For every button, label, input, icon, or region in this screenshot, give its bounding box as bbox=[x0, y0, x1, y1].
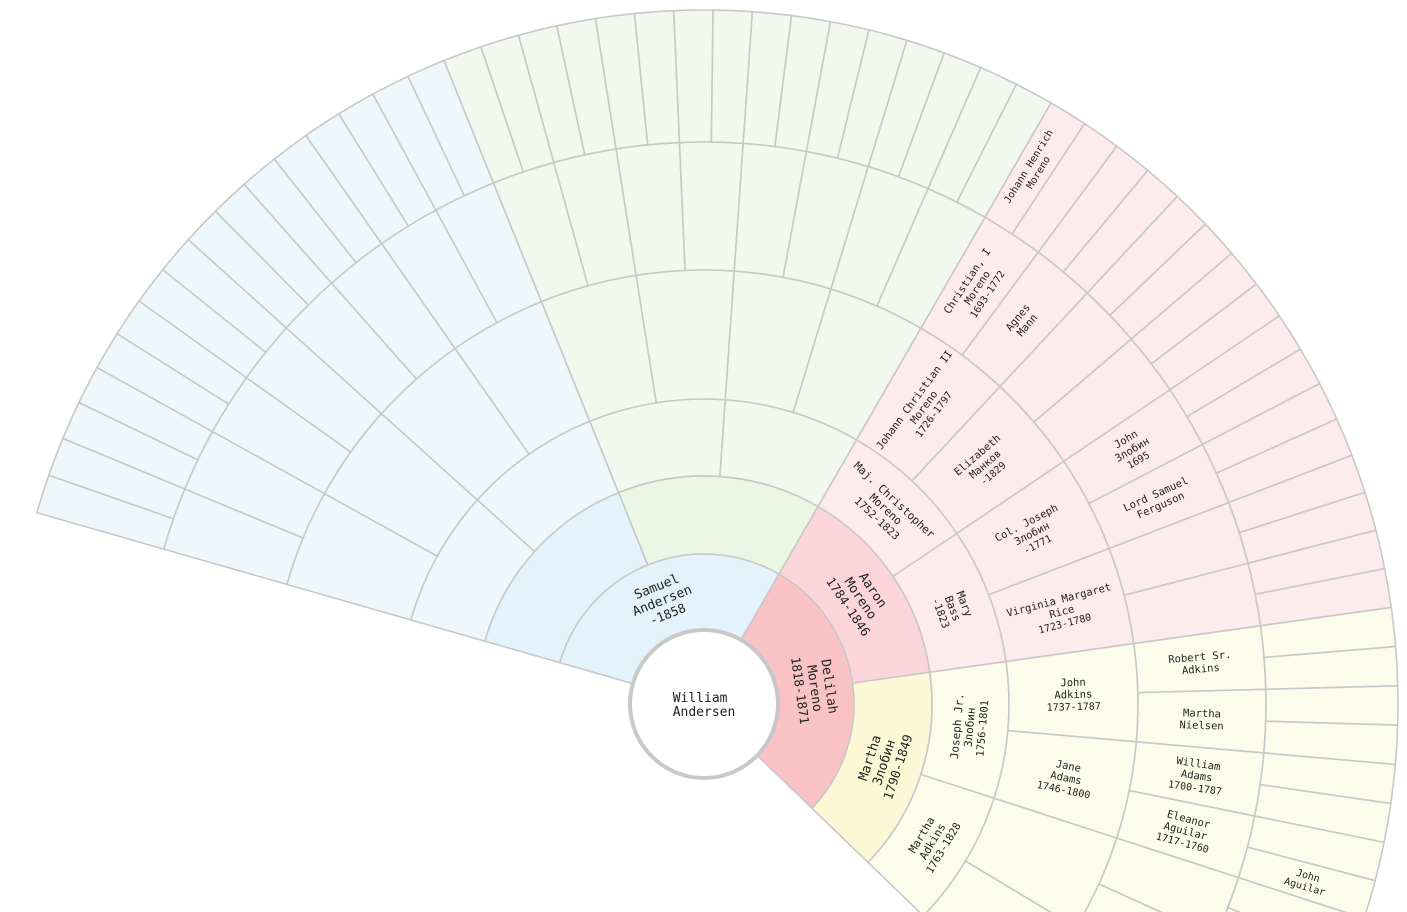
segments-layer bbox=[35, 9, 1399, 912]
ancestor-name-line: Adkins bbox=[1054, 689, 1092, 702]
ancestor-label-joseph-jr: Joseph Jr.Злобин1756-1801 bbox=[948, 693, 992, 762]
root-person-name: William Andersen bbox=[673, 691, 736, 720]
ancestor-name-line: Nielsen bbox=[1179, 719, 1224, 732]
ancestor-name-line: Moreno bbox=[803, 664, 824, 713]
root-last-name: Andersen bbox=[673, 705, 736, 720]
ancestor-name-line: John bbox=[1060, 677, 1086, 690]
ancestor-label-christian-i: Christian, IMoreno1693-1772 bbox=[942, 246, 1014, 329]
ancestor-name-line: Jane bbox=[1055, 758, 1082, 775]
ancestor-name-line: Martha bbox=[1183, 707, 1221, 720]
ancestor-name-line: Robert Sr. bbox=[1168, 649, 1232, 666]
ancestor-dates: 1737-1787 bbox=[1047, 701, 1101, 713]
ancestor-dates: 1756-1801 bbox=[974, 700, 991, 758]
ancestor-slot-g5-29[interactable] bbox=[1076, 882, 1215, 912]
root-person-circle[interactable] bbox=[628, 628, 780, 780]
ancestor-name-line: Злобин bbox=[962, 707, 978, 748]
ancestor-name-line: Joseph Jr. bbox=[948, 693, 967, 760]
ancestor-label-martha-nielsen: MarthaNielsen bbox=[1179, 707, 1224, 732]
ancestor-slot-g6-57[interactable] bbox=[1215, 906, 1350, 912]
ancestor-label-eleanor: EleanorAguilar1717-1760 bbox=[1155, 807, 1217, 856]
ancestor-slot-g5-11[interactable] bbox=[678, 141, 745, 272]
root-first-name: William bbox=[673, 691, 728, 706]
ancestor-label-john-adkins: JohnAdkins1737-1787 bbox=[1046, 676, 1101, 714]
ancestor-label-robert-sr: Robert Sr.Adkins bbox=[1168, 649, 1233, 678]
ancestor-name-line: Adams bbox=[1180, 768, 1213, 784]
ancestor-slot-g4-15[interactable] bbox=[923, 859, 1076, 912]
ancestor-label-john-z: JohnЗлобин1695 bbox=[1107, 425, 1158, 475]
ancestor-label-delilah: DelilahMoreno1818-1871 bbox=[788, 652, 841, 725]
ancestor-name-line: Adkins bbox=[1181, 662, 1220, 677]
ancestor-slot-g6-50[interactable] bbox=[1264, 685, 1399, 727]
ancestor-slot-g6-22[interactable] bbox=[672, 9, 714, 144]
ancestor-label-william-adams: WilliamAdams1700-1787 bbox=[1167, 754, 1226, 798]
